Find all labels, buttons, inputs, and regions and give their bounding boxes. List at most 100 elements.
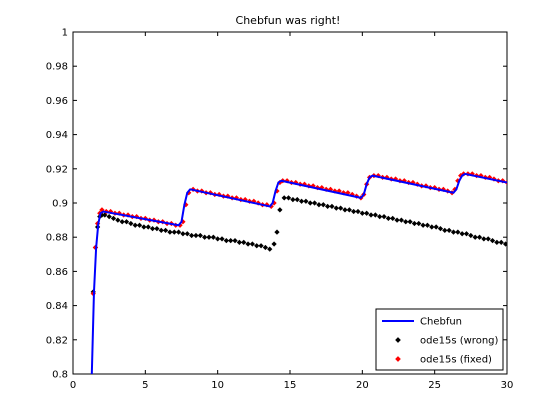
data-point [136, 222, 143, 228]
y-tick-label: 0.92 [46, 164, 68, 175]
chart-title: Chebfun was right! [236, 14, 341, 27]
data-point [171, 229, 177, 235]
legend-label: Chebfun [420, 317, 462, 328]
legend-swatch-marker [395, 337, 401, 343]
data-point [202, 234, 208, 240]
data-point [377, 214, 383, 220]
series-ode15s-wrong- [90, 195, 507, 295]
data-point [472, 234, 478, 240]
data-point [298, 198, 305, 204]
data-point [502, 241, 507, 247]
y-tick-label: 0.96 [46, 96, 68, 107]
data-point [145, 224, 151, 230]
data-point [316, 202, 322, 208]
y-tick-label: 0.98 [46, 62, 68, 73]
y-tick-label: 0.88 [46, 233, 68, 244]
data-point [420, 222, 426, 228]
data-point [394, 217, 400, 223]
x-tick-label: 20 [356, 380, 369, 391]
data-point [346, 207, 352, 213]
x-tick-label: 25 [428, 380, 441, 391]
data-point [498, 239, 504, 245]
data-point [364, 210, 370, 216]
y-tick-label: 0.86 [46, 267, 68, 278]
data-point [106, 214, 112, 220]
data-point [128, 220, 134, 227]
data-point [307, 200, 313, 206]
data-point [429, 224, 435, 230]
data-point [463, 231, 470, 237]
data-point [184, 231, 190, 237]
x-tick-label: 30 [501, 380, 514, 391]
legend-swatch-marker [395, 356, 401, 362]
data-point [281, 195, 287, 201]
data-point [119, 219, 125, 225]
data-point [320, 202, 326, 208]
data-point [398, 217, 405, 223]
data-point [381, 214, 387, 220]
data-point [407, 219, 413, 225]
legend: Chebfun ode15s (wrong) ode15s (fixed) [375, 308, 504, 371]
data-point [219, 236, 225, 242]
data-point [437, 226, 444, 232]
data-point [433, 224, 439, 230]
data-point [368, 212, 374, 218]
data-point [115, 217, 121, 223]
data-point [102, 212, 108, 218]
data-point [333, 205, 339, 211]
data-point [385, 215, 391, 222]
data-point [149, 226, 156, 232]
y-tick-label: 0.94 [46, 130, 68, 141]
data-point [411, 220, 418, 227]
data-point [455, 229, 461, 235]
data-point [258, 243, 264, 249]
data-point [311, 200, 318, 206]
data-point [189, 232, 195, 239]
data-point [158, 227, 164, 233]
data-point [175, 229, 182, 235]
data-point [290, 196, 296, 203]
data-point [236, 239, 242, 245]
data-point [485, 236, 491, 242]
data-point [241, 239, 247, 245]
data-point [468, 232, 474, 239]
data-point [459, 231, 465, 237]
data-point [390, 215, 396, 222]
data-point [489, 237, 496, 244]
data-point [324, 203, 331, 210]
data-point [141, 224, 147, 230]
data-point [249, 241, 256, 247]
data-point [338, 205, 344, 211]
data-point [262, 244, 269, 251]
y-tick-label: 1 [62, 28, 68, 39]
legend-label: ode15s (wrong) [420, 336, 499, 347]
x-tick-label: 10 [211, 380, 224, 391]
legend-label: ode15s (fixed) [420, 355, 492, 366]
data-point [351, 208, 357, 215]
data-point [481, 236, 487, 242]
data-point [215, 236, 221, 242]
y-tick-label: 0.84 [46, 301, 68, 312]
data-point [277, 207, 283, 213]
data-point [294, 196, 300, 203]
data-point [110, 215, 117, 222]
x-tick-label: 5 [142, 380, 148, 391]
data-point [329, 203, 335, 210]
data-point [494, 239, 500, 245]
y-tick-label: 0.82 [46, 335, 68, 346]
data-point [162, 227, 169, 233]
data-point [359, 210, 365, 216]
data-point [403, 219, 409, 225]
data-point [197, 232, 203, 239]
data-point [232, 237, 238, 244]
data-point [123, 219, 130, 225]
data-point [254, 243, 260, 249]
data-point [446, 227, 452, 233]
data-point [210, 234, 216, 240]
data-point [416, 220, 422, 227]
data-point [180, 231, 186, 237]
data-point [303, 198, 309, 204]
data-point [285, 195, 292, 201]
x-tick-label: 0 [70, 380, 76, 391]
data-point [228, 237, 234, 244]
